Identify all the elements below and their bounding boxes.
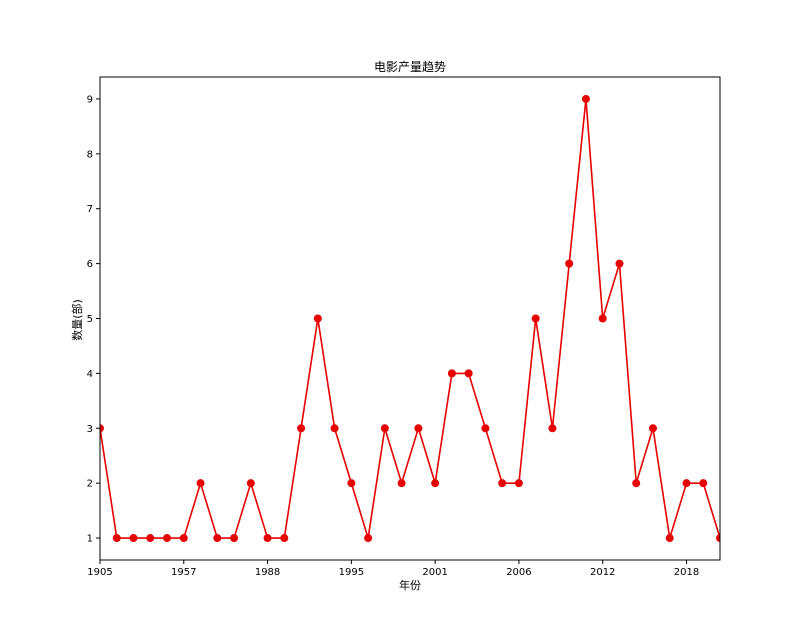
- data-point: [531, 314, 540, 323]
- series-line: [100, 98, 720, 539]
- data-point: [615, 259, 624, 268]
- y-axis-label: 数量(部): [70, 299, 84, 341]
- x-tick-label: 2001: [422, 567, 447, 578]
- data-point: [514, 479, 523, 488]
- y-tick-label: 5: [87, 314, 93, 325]
- y-tick-label: 2: [87, 479, 93, 490]
- chart-title: 电影产量趋势: [374, 60, 446, 74]
- data-point: [196, 479, 205, 488]
- y-tick-label: 7: [87, 204, 93, 215]
- y-tick-label: 6: [87, 259, 93, 270]
- x-tick-label: 1988: [255, 567, 280, 578]
- y-axis-ticks: 1 2 3 4 5 6 7 8 9: [87, 94, 100, 545]
- x-tick-label: 1905: [87, 567, 112, 578]
- data-point: [280, 534, 289, 543]
- data-point: [380, 424, 389, 433]
- data-point: [699, 479, 708, 488]
- series-1: [100, 94, 720, 543]
- y-tick-label: 3: [87, 424, 93, 435]
- data-point: [246, 479, 255, 488]
- y-tick-label: 4: [87, 369, 93, 380]
- data-point: [581, 94, 590, 103]
- data-point: [100, 424, 104, 433]
- data-point: [682, 479, 691, 488]
- data-point: [397, 479, 406, 488]
- data-point: [179, 534, 188, 543]
- data-point: [632, 479, 641, 488]
- data-point: [112, 534, 121, 543]
- data-point: [548, 424, 557, 433]
- y-tick-label: 8: [87, 149, 93, 160]
- data-point: [447, 369, 456, 378]
- x-tick-label: 2018: [674, 567, 699, 578]
- data-point: [364, 534, 373, 543]
- data-point: [565, 259, 574, 268]
- series-layer: [100, 94, 720, 543]
- data-point: [481, 424, 490, 433]
- x-tick-label: 1995: [339, 567, 364, 578]
- data-point: [263, 534, 272, 543]
- data-point: [665, 534, 674, 543]
- data-point: [648, 424, 657, 433]
- data-point: [146, 534, 155, 543]
- data-point: [414, 424, 423, 433]
- y-tick-label: 1: [87, 534, 93, 545]
- data-point: [230, 534, 239, 543]
- data-point: [297, 424, 306, 433]
- x-tick-label: 2012: [590, 567, 615, 578]
- data-point: [213, 534, 222, 543]
- data-point: [431, 479, 440, 488]
- data-point: [498, 479, 507, 488]
- data-point: [347, 479, 356, 488]
- data-point: [163, 534, 172, 543]
- data-point: [129, 534, 138, 543]
- x-axis-label: 年份: [399, 578, 421, 592]
- x-tick-label: 1957: [171, 567, 196, 578]
- data-point: [716, 534, 720, 543]
- x-axis-ticks: 1905 1957 1988 1995 2001 2006 2012 2018: [87, 560, 699, 578]
- data-point: [598, 314, 607, 323]
- data-point: [313, 314, 322, 323]
- x-tick-label: 2006: [506, 567, 531, 578]
- y-tick-label: 9: [87, 94, 93, 105]
- data-point: [330, 424, 339, 433]
- data-point: [464, 369, 473, 378]
